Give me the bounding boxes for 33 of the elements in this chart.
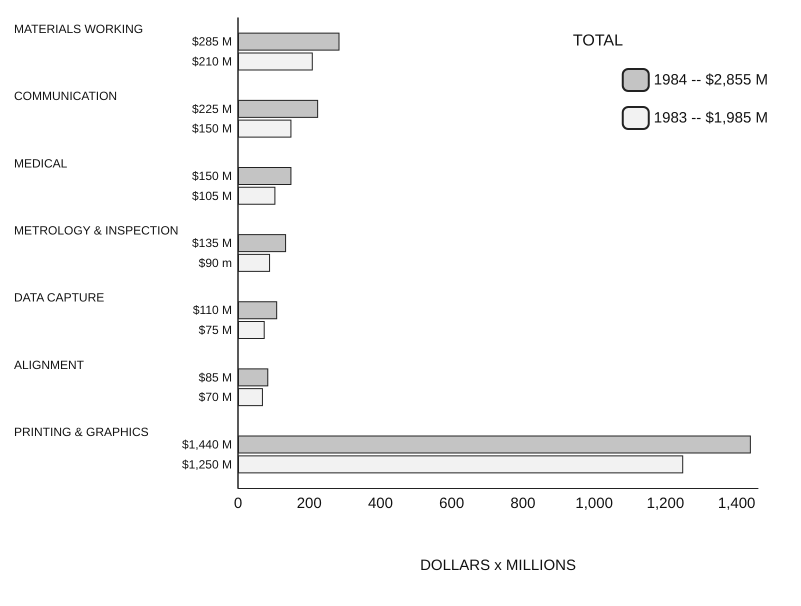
x-tick-label: 600 xyxy=(439,495,464,512)
data-label: $135 M xyxy=(192,236,232,250)
x-axis-title: DOLLARS x MILLIONS xyxy=(420,557,576,574)
data-label: $90 m xyxy=(198,256,232,270)
data-label: $70 M xyxy=(198,390,232,404)
x-tick-label: 1,000 xyxy=(575,495,613,512)
x-tick-label: 400 xyxy=(368,495,393,512)
y-tick-label: MEDICAL xyxy=(14,156,68,170)
x-tick-label: 1,200 xyxy=(646,495,684,512)
x-tick-label: 200 xyxy=(296,495,322,512)
data-label: $75 M xyxy=(198,323,232,338)
data-label: $110 M xyxy=(192,303,232,318)
data-label: $1,440 M xyxy=(182,438,232,452)
y-tick-label: ALIGNMENT xyxy=(14,358,85,372)
x-tick-label: 0 xyxy=(234,495,242,512)
data-label: $210 M xyxy=(192,54,232,68)
data-label: $285 M xyxy=(192,34,232,49)
x-tick-label: 800 xyxy=(510,495,536,512)
legend-title: TOTAL xyxy=(572,32,624,50)
y-tick-label: COMMUNICATION xyxy=(14,89,118,104)
y-tick-label: PRINTING & GRAPHICS xyxy=(14,424,149,439)
data-label: $1,250 M xyxy=(182,457,232,472)
data-label: $225 M xyxy=(192,102,232,116)
data-label: $150 M xyxy=(192,122,232,136)
y-tick-label: METROLOGY & INSPECTION xyxy=(14,224,178,238)
data-label: $105 M xyxy=(192,188,232,203)
data-label: $85 M xyxy=(198,370,232,384)
data-label: $150 M xyxy=(192,168,232,183)
legend-label: 1984 -- $2,855 M xyxy=(654,72,768,88)
legend-label: 1983 -- $1,985 M xyxy=(654,110,768,126)
x-tick-label: 1,400 xyxy=(718,495,756,512)
y-tick-label: MATERIALS WORKING xyxy=(14,22,144,36)
y-tick-label: DATA CAPTURE xyxy=(14,290,104,305)
